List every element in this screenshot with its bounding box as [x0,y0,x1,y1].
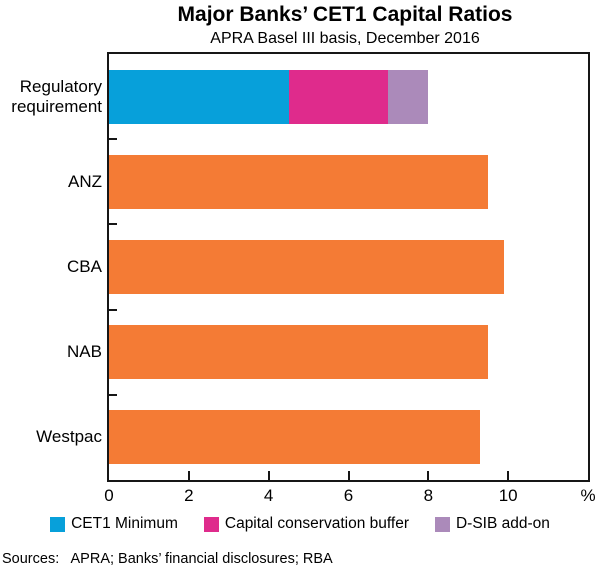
x-axis-unit-label: % [580,486,596,505]
legend-label: CET1 Minimum [71,515,178,532]
legend: CET1 Minimum Capital conservation buffer D… [0,515,600,533]
source-note: Sources: APRA; Banks’ financial disclosu… [2,551,333,567]
category-label: Westpac [36,427,102,447]
x-tick-label: 2 [184,486,194,505]
bar-nab [109,325,489,380]
category-label: Regulatory requirement [11,76,102,116]
bar-segment-d-sib-add-on [388,69,429,124]
legend-item-capital-conservation-buffer: Capital conservation buffer [203,515,409,533]
legend-label: Capital conservation buffer [224,515,409,532]
plot-area [107,52,590,482]
legend-item-d-sib-add-on: D-SIB add-on [434,515,550,533]
x-axis-tick [187,471,190,480]
legend-item-cet1-minimum: CET1 Minimum [50,515,178,533]
x-axis-tick [427,471,430,480]
x-axis-tick [347,471,350,480]
bar-anz [109,154,489,209]
x-tick-label: 8 [423,486,434,505]
x-axis-tick [507,471,510,480]
bar-segment-cet1-minimum [109,69,289,124]
chart-subtitle: APRA Basel III basis, December 2016 [210,30,480,47]
y-axis-tick [109,308,117,311]
category-label: NAB [67,342,102,362]
bar-cba [109,240,505,294]
bar-segment [109,154,489,209]
y-axis-tick [109,223,117,226]
category-label: ANZ [68,171,102,191]
bar-segment [109,410,481,465]
bar-westpac [109,410,481,465]
x-tick-label: 6 [343,486,354,505]
bar-regulatory-requirement [109,69,429,124]
x-tick-label: 4 [263,486,274,505]
legend-swatch [434,516,450,532]
x-axis-tick [267,471,270,480]
bar-segment [109,240,505,294]
category-label: CBA [67,256,102,276]
x-tick-label: 10 [498,486,518,505]
legend-swatch [203,516,219,532]
x-tick-label: 0 [104,486,114,505]
y-axis-tick [109,393,117,396]
y-axis-tick [109,138,117,141]
legend-swatch [50,516,66,532]
bar-segment [109,325,489,380]
legend-label: D-SIB add-on [455,515,550,532]
chart-title: Major Banks’ CET1 Capital Ratios [177,3,513,26]
bar-segment-capital-conservation-buffer [288,69,389,124]
